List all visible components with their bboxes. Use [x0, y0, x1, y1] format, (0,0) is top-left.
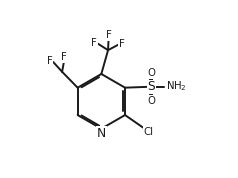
Text: Cl: Cl: [144, 127, 154, 137]
Text: S: S: [147, 80, 155, 93]
Text: F: F: [106, 30, 111, 40]
Text: O: O: [147, 68, 155, 78]
Text: N: N: [97, 127, 106, 140]
Text: F: F: [91, 38, 97, 48]
Text: F: F: [47, 56, 53, 66]
Text: O: O: [147, 96, 155, 106]
Text: F: F: [61, 52, 67, 62]
Text: F: F: [119, 39, 125, 49]
Text: NH$_2$: NH$_2$: [166, 80, 187, 93]
